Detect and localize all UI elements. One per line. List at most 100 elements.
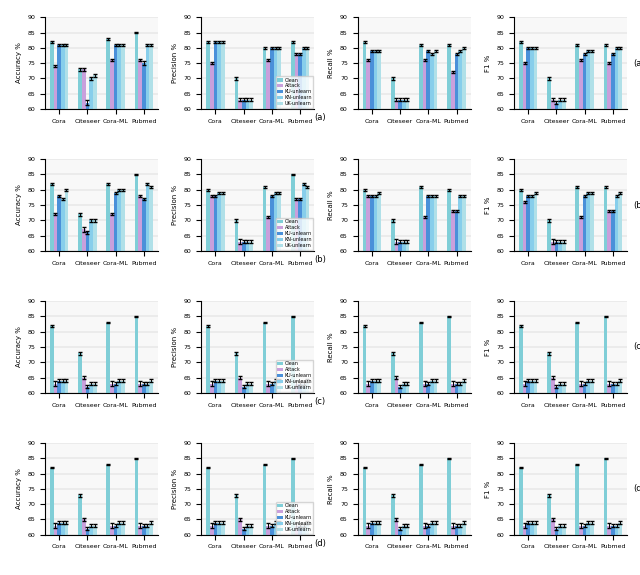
Bar bbox=[274, 381, 277, 575]
Bar bbox=[447, 316, 451, 575]
Bar bbox=[54, 526, 58, 575]
Bar bbox=[451, 211, 454, 434]
Bar bbox=[406, 242, 409, 434]
Bar bbox=[419, 465, 423, 575]
Bar bbox=[378, 51, 381, 292]
Bar bbox=[142, 384, 146, 575]
Bar bbox=[134, 458, 138, 575]
Y-axis label: Precision %: Precision % bbox=[172, 185, 178, 225]
Bar bbox=[110, 214, 114, 434]
Bar bbox=[110, 384, 114, 575]
Bar bbox=[604, 316, 607, 575]
Bar bbox=[590, 193, 594, 434]
Legend: Clean, Attack, KU-unlearn, KN-unlearn, UK-unlearn: Clean, Attack, KU-unlearn, KN-unlearn, U… bbox=[276, 218, 314, 250]
Bar bbox=[398, 99, 402, 292]
Bar bbox=[611, 526, 614, 575]
Bar bbox=[618, 381, 622, 575]
Bar bbox=[149, 187, 153, 434]
Bar bbox=[583, 526, 586, 575]
Bar bbox=[58, 45, 61, 292]
Bar bbox=[274, 523, 277, 575]
Y-axis label: F1 %: F1 % bbox=[484, 480, 491, 497]
Bar bbox=[374, 523, 378, 575]
Bar bbox=[134, 316, 138, 575]
Bar bbox=[142, 199, 146, 434]
Bar bbox=[249, 99, 253, 292]
Bar bbox=[58, 523, 61, 575]
Bar bbox=[270, 196, 274, 434]
Text: (c): (c) bbox=[314, 397, 326, 407]
Bar bbox=[214, 381, 218, 575]
Bar bbox=[423, 384, 426, 575]
Bar bbox=[530, 48, 534, 292]
Bar bbox=[142, 63, 146, 292]
Y-axis label: Recall %: Recall % bbox=[328, 48, 334, 78]
Bar bbox=[93, 75, 97, 292]
Bar bbox=[562, 242, 566, 434]
Bar bbox=[274, 48, 277, 292]
Bar bbox=[523, 526, 526, 575]
Bar bbox=[398, 386, 402, 575]
Bar bbox=[121, 523, 125, 575]
Bar bbox=[234, 78, 238, 292]
Bar bbox=[138, 60, 142, 292]
Text: (a): (a) bbox=[633, 59, 640, 67]
Bar bbox=[89, 220, 93, 434]
Bar bbox=[406, 99, 409, 292]
Text: (d): (d) bbox=[314, 539, 326, 548]
Bar bbox=[454, 54, 458, 292]
Bar bbox=[146, 526, 149, 575]
Bar bbox=[206, 325, 210, 575]
Bar bbox=[519, 41, 523, 292]
Bar bbox=[426, 526, 430, 575]
Bar bbox=[551, 378, 555, 575]
Bar bbox=[447, 45, 451, 292]
Bar bbox=[558, 242, 562, 434]
Bar bbox=[242, 99, 246, 292]
Bar bbox=[562, 526, 566, 575]
Bar bbox=[454, 384, 458, 575]
Bar bbox=[575, 45, 579, 292]
Bar bbox=[214, 523, 218, 575]
Legend: Clean, Attack, KU-unlearn, KN-unlearn, UK-unlearn: Clean, Attack, KU-unlearn, KN-unlearn, U… bbox=[276, 502, 314, 534]
Bar bbox=[530, 196, 534, 434]
Bar bbox=[583, 54, 586, 292]
Bar bbox=[363, 41, 366, 292]
Bar bbox=[402, 384, 406, 575]
Bar bbox=[246, 99, 249, 292]
Bar bbox=[238, 378, 242, 575]
Bar bbox=[82, 229, 86, 434]
Bar bbox=[370, 523, 374, 575]
Y-axis label: Precision %: Precision % bbox=[172, 469, 178, 509]
Bar bbox=[302, 526, 306, 575]
Bar bbox=[302, 48, 306, 292]
Bar bbox=[218, 381, 221, 575]
Bar bbox=[218, 523, 221, 575]
Bar bbox=[551, 519, 555, 575]
Bar bbox=[614, 48, 618, 292]
Bar bbox=[555, 103, 558, 292]
Bar bbox=[93, 384, 97, 575]
Bar bbox=[270, 526, 274, 575]
Bar bbox=[402, 99, 406, 292]
Bar bbox=[78, 353, 82, 575]
Bar bbox=[210, 196, 214, 434]
Bar bbox=[426, 384, 430, 575]
Bar bbox=[547, 495, 551, 575]
Bar bbox=[146, 384, 149, 575]
Bar bbox=[590, 381, 594, 575]
Bar bbox=[458, 51, 462, 292]
Bar bbox=[86, 386, 89, 575]
Bar bbox=[575, 323, 579, 575]
Bar bbox=[277, 193, 281, 434]
Bar bbox=[526, 523, 530, 575]
Bar bbox=[526, 196, 530, 434]
Bar bbox=[374, 381, 378, 575]
Bar bbox=[210, 63, 214, 292]
Bar bbox=[398, 528, 402, 575]
Bar bbox=[89, 384, 93, 575]
Bar bbox=[607, 384, 611, 575]
Bar bbox=[214, 41, 218, 292]
Bar bbox=[530, 381, 534, 575]
Bar bbox=[291, 41, 294, 292]
